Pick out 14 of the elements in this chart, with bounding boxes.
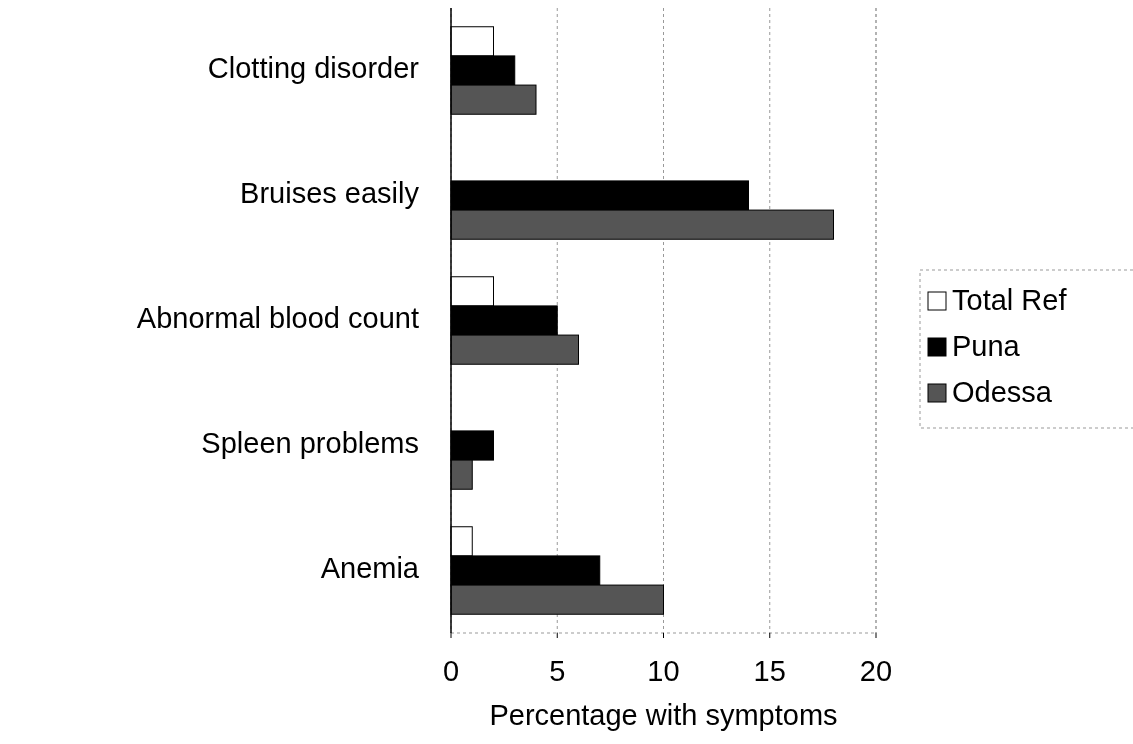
y-tick-label: Clotting disorder: [207, 52, 420, 85]
y-tick-label: Bruises easily: [240, 177, 420, 210]
x-tick-label: 0: [442, 655, 460, 687]
x-tick-label: 15: [753, 655, 786, 687]
legend-label: Odessa: [952, 376, 1053, 408]
x-tick-label: 10: [647, 655, 680, 687]
y-tick-label: Spleen problems: [201, 427, 419, 460]
x-axis-title: Percentage with symptoms: [489, 699, 838, 731]
x-tick-label: 5: [549, 655, 566, 687]
y-tick-label: Anemia: [320, 552, 420, 585]
y-tick-label: Abnormal blood count: [136, 302, 419, 335]
legend-label: Total Ref: [952, 284, 1068, 316]
legend-label: Puna: [952, 330, 1021, 362]
x-tick-label: 20: [859, 655, 893, 687]
